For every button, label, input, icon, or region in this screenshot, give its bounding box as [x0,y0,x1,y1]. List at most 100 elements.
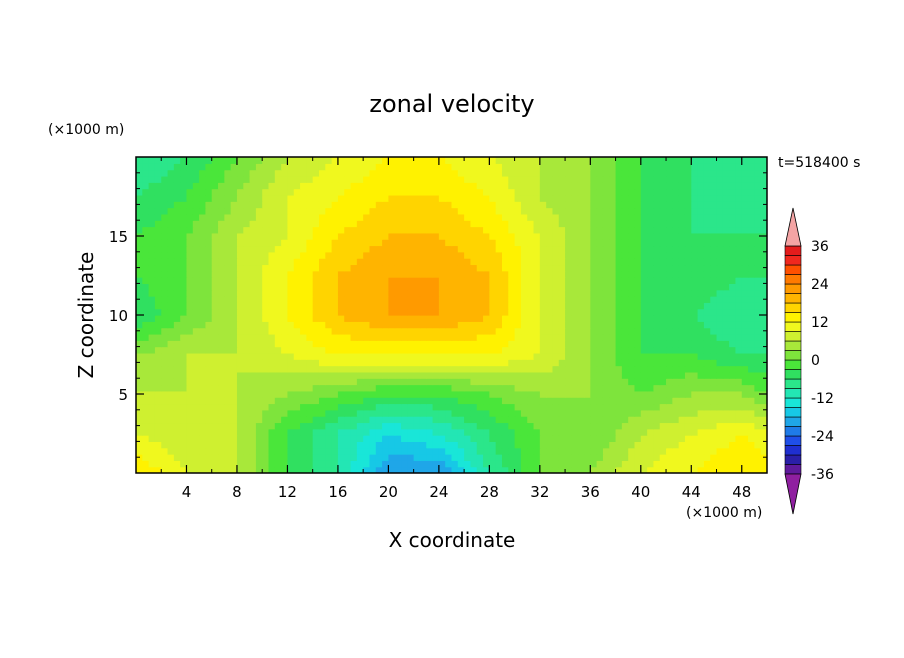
field-cell [312,397,320,405]
field-cell [558,416,566,424]
field-cell [590,226,598,234]
field-cell [142,226,150,234]
field-cell [369,340,377,348]
field-cell [312,327,320,335]
field-cell [558,308,566,316]
field-cell [293,466,301,473]
field-cell [577,441,585,449]
field-cell [262,277,270,284]
field-cell [180,245,188,253]
field-cell [192,403,200,411]
field-cell [476,346,484,354]
field-cell [609,207,617,215]
field-cell [716,346,724,354]
field-cell [609,352,617,360]
field-cell [584,157,591,164]
field-cell [186,283,194,291]
field-cell [438,409,446,417]
field-cell [615,333,623,341]
field-cell [224,384,232,392]
field-cell [640,346,648,354]
field-cell [199,289,207,297]
field-cell [546,302,554,310]
field-cell [621,365,629,373]
field-cell [729,441,737,449]
field-cell [659,352,667,360]
field-cell [760,346,767,354]
field-cell [173,422,181,430]
field-cell [527,321,535,329]
field-cell [255,397,263,405]
field-cell [142,277,150,284]
field-cell [413,169,421,177]
field-cell [369,264,377,272]
field-cell [533,289,541,297]
field-cell [312,163,320,171]
field-cell [413,188,421,196]
field-cell [659,232,667,240]
field-cell [640,201,648,209]
field-cell [218,466,225,473]
field-cell [678,403,686,411]
field-cell [243,371,251,379]
field-cell [697,315,705,322]
field-cell [274,346,282,354]
field-cell [344,201,352,209]
field-cell [596,378,604,386]
field-cell [489,378,497,386]
field-cell [274,232,282,240]
field-cell [186,207,194,215]
field-cell [451,239,459,247]
field-cell [186,157,194,164]
field-cell [394,397,402,405]
field-cell [602,308,610,316]
field-cell [590,321,598,329]
field-cell [249,308,257,316]
field-cell [230,232,238,240]
field-cell [672,327,680,335]
field-cell [318,188,326,196]
field-cell [287,327,295,335]
field-cell [451,409,459,417]
field-cell [161,213,169,221]
field-cell [148,308,156,316]
field-cell [565,416,572,424]
field-cell [136,435,143,442]
field-cell [703,460,711,468]
field-cell [274,454,282,461]
field-cell [407,365,415,373]
field-cell [590,251,598,259]
field-cell [394,175,402,183]
field-cell [205,270,213,278]
field-cell [350,403,358,411]
field-cell [735,277,743,284]
field-cell [350,416,358,424]
field-cell [401,188,408,196]
field-cell [331,163,339,171]
field-cell [218,441,225,449]
field-cell [413,302,421,310]
field-cell [148,365,156,373]
field-cell [136,346,143,354]
field-cell [199,441,207,449]
field-cell [382,289,389,297]
field-cell [527,175,535,183]
field-cell [293,447,301,455]
field-cell [230,169,238,177]
field-cell [337,251,345,259]
field-cell [432,182,440,190]
field-cell [596,308,604,316]
field-cell [154,296,162,303]
field-cell [464,409,472,417]
field-cell [716,296,724,303]
field-cell [508,403,516,411]
field-cell [729,302,737,310]
field-cell [697,207,705,215]
field-cell [438,466,446,473]
field-cell [236,454,244,461]
field-cell [565,232,572,240]
field-cell [394,460,402,468]
field-cell [262,428,270,436]
field-cell [331,447,339,455]
field-cell [483,454,490,461]
